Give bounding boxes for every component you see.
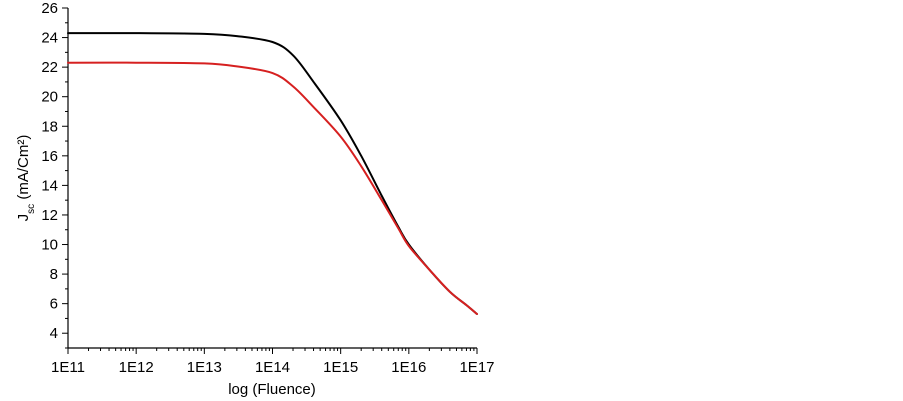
y-tick-label: 6 — [50, 296, 58, 313]
y-tick-label: 18 — [41, 118, 58, 135]
y-tick-label: 14 — [41, 177, 58, 194]
y-tick-label: 10 — [41, 237, 58, 254]
y-tick-label: 26 — [41, 0, 58, 17]
ticks: 4 6 8 10 12 14 16 18 20 22 24 26 1E11 1E12 1E13 1E14 1E1… — [41, 0, 494, 376]
y-tick-label: 16 — [41, 148, 58, 165]
x-tick-label: 1E11 — [51, 359, 85, 376]
y-axis-title: Jsc (mA/Cm²) — [15, 135, 37, 222]
y-tick-label: 4 — [50, 325, 58, 342]
series-line-1 — [67, 32, 478, 315]
y-axis-title-sub: sc — [26, 204, 37, 214]
x-tick-label: 1E14 — [255, 359, 290, 376]
y-tick-label: 12 — [41, 207, 58, 224]
series-line-2 — [67, 61, 478, 315]
x-tick-label: 1E16 — [391, 359, 426, 376]
x-tick-label: 1E17 — [459, 359, 494, 376]
y-tick-label: 22 — [41, 59, 58, 76]
x-axis-title: log (Fluence) — [228, 381, 316, 398]
y-tick-label: 20 — [41, 89, 58, 106]
axes — [67, 8, 477, 349]
y-axis-title-rest: (mA/Cm²) — [15, 135, 32, 204]
x-tick-label: 1E13 — [187, 359, 222, 376]
y-axis-title-main: J — [15, 214, 32, 222]
x-tick-label: 1E15 — [323, 359, 358, 376]
y-tick-label: 8 — [50, 266, 58, 283]
x-tick-label: 1E12 — [119, 359, 154, 376]
y-tick-label: 24 — [41, 30, 58, 47]
series-layer — [67, 32, 478, 315]
